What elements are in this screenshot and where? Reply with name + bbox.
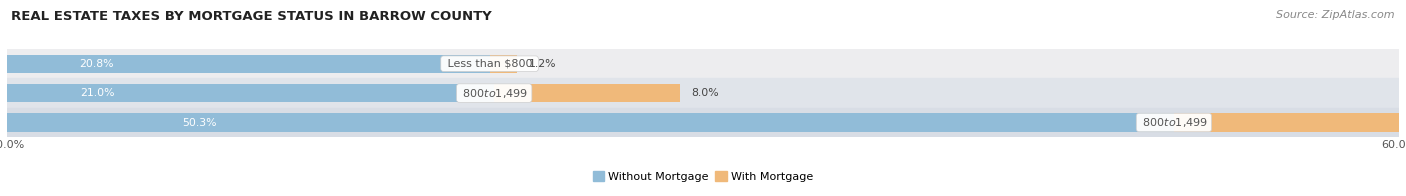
Bar <box>489 55 517 73</box>
Bar <box>7 55 489 73</box>
Bar <box>7 84 495 102</box>
Bar <box>1174 113 1406 132</box>
Text: $800 to $1,499: $800 to $1,499 <box>460 87 529 100</box>
Text: 20.8%: 20.8% <box>79 59 114 69</box>
Bar <box>495 84 681 102</box>
Text: REAL ESTATE TAXES BY MORTGAGE STATUS IN BARROW COUNTY: REAL ESTATE TAXES BY MORTGAGE STATUS IN … <box>11 10 492 23</box>
Bar <box>7 78 1399 108</box>
Text: 21.0%: 21.0% <box>80 88 115 98</box>
Bar <box>7 113 1174 132</box>
Legend: Without Mortgage, With Mortgage: Without Mortgage, With Mortgage <box>588 167 818 186</box>
Bar <box>7 49 1399 78</box>
Text: $800 to $1,499: $800 to $1,499 <box>1139 116 1209 129</box>
Text: 1.2%: 1.2% <box>529 59 557 69</box>
Bar <box>7 108 1399 137</box>
Text: Less than $800: Less than $800 <box>443 59 536 69</box>
Text: 8.0%: 8.0% <box>692 88 718 98</box>
Text: Source: ZipAtlas.com: Source: ZipAtlas.com <box>1277 10 1395 20</box>
Text: 50.3%: 50.3% <box>181 117 217 128</box>
